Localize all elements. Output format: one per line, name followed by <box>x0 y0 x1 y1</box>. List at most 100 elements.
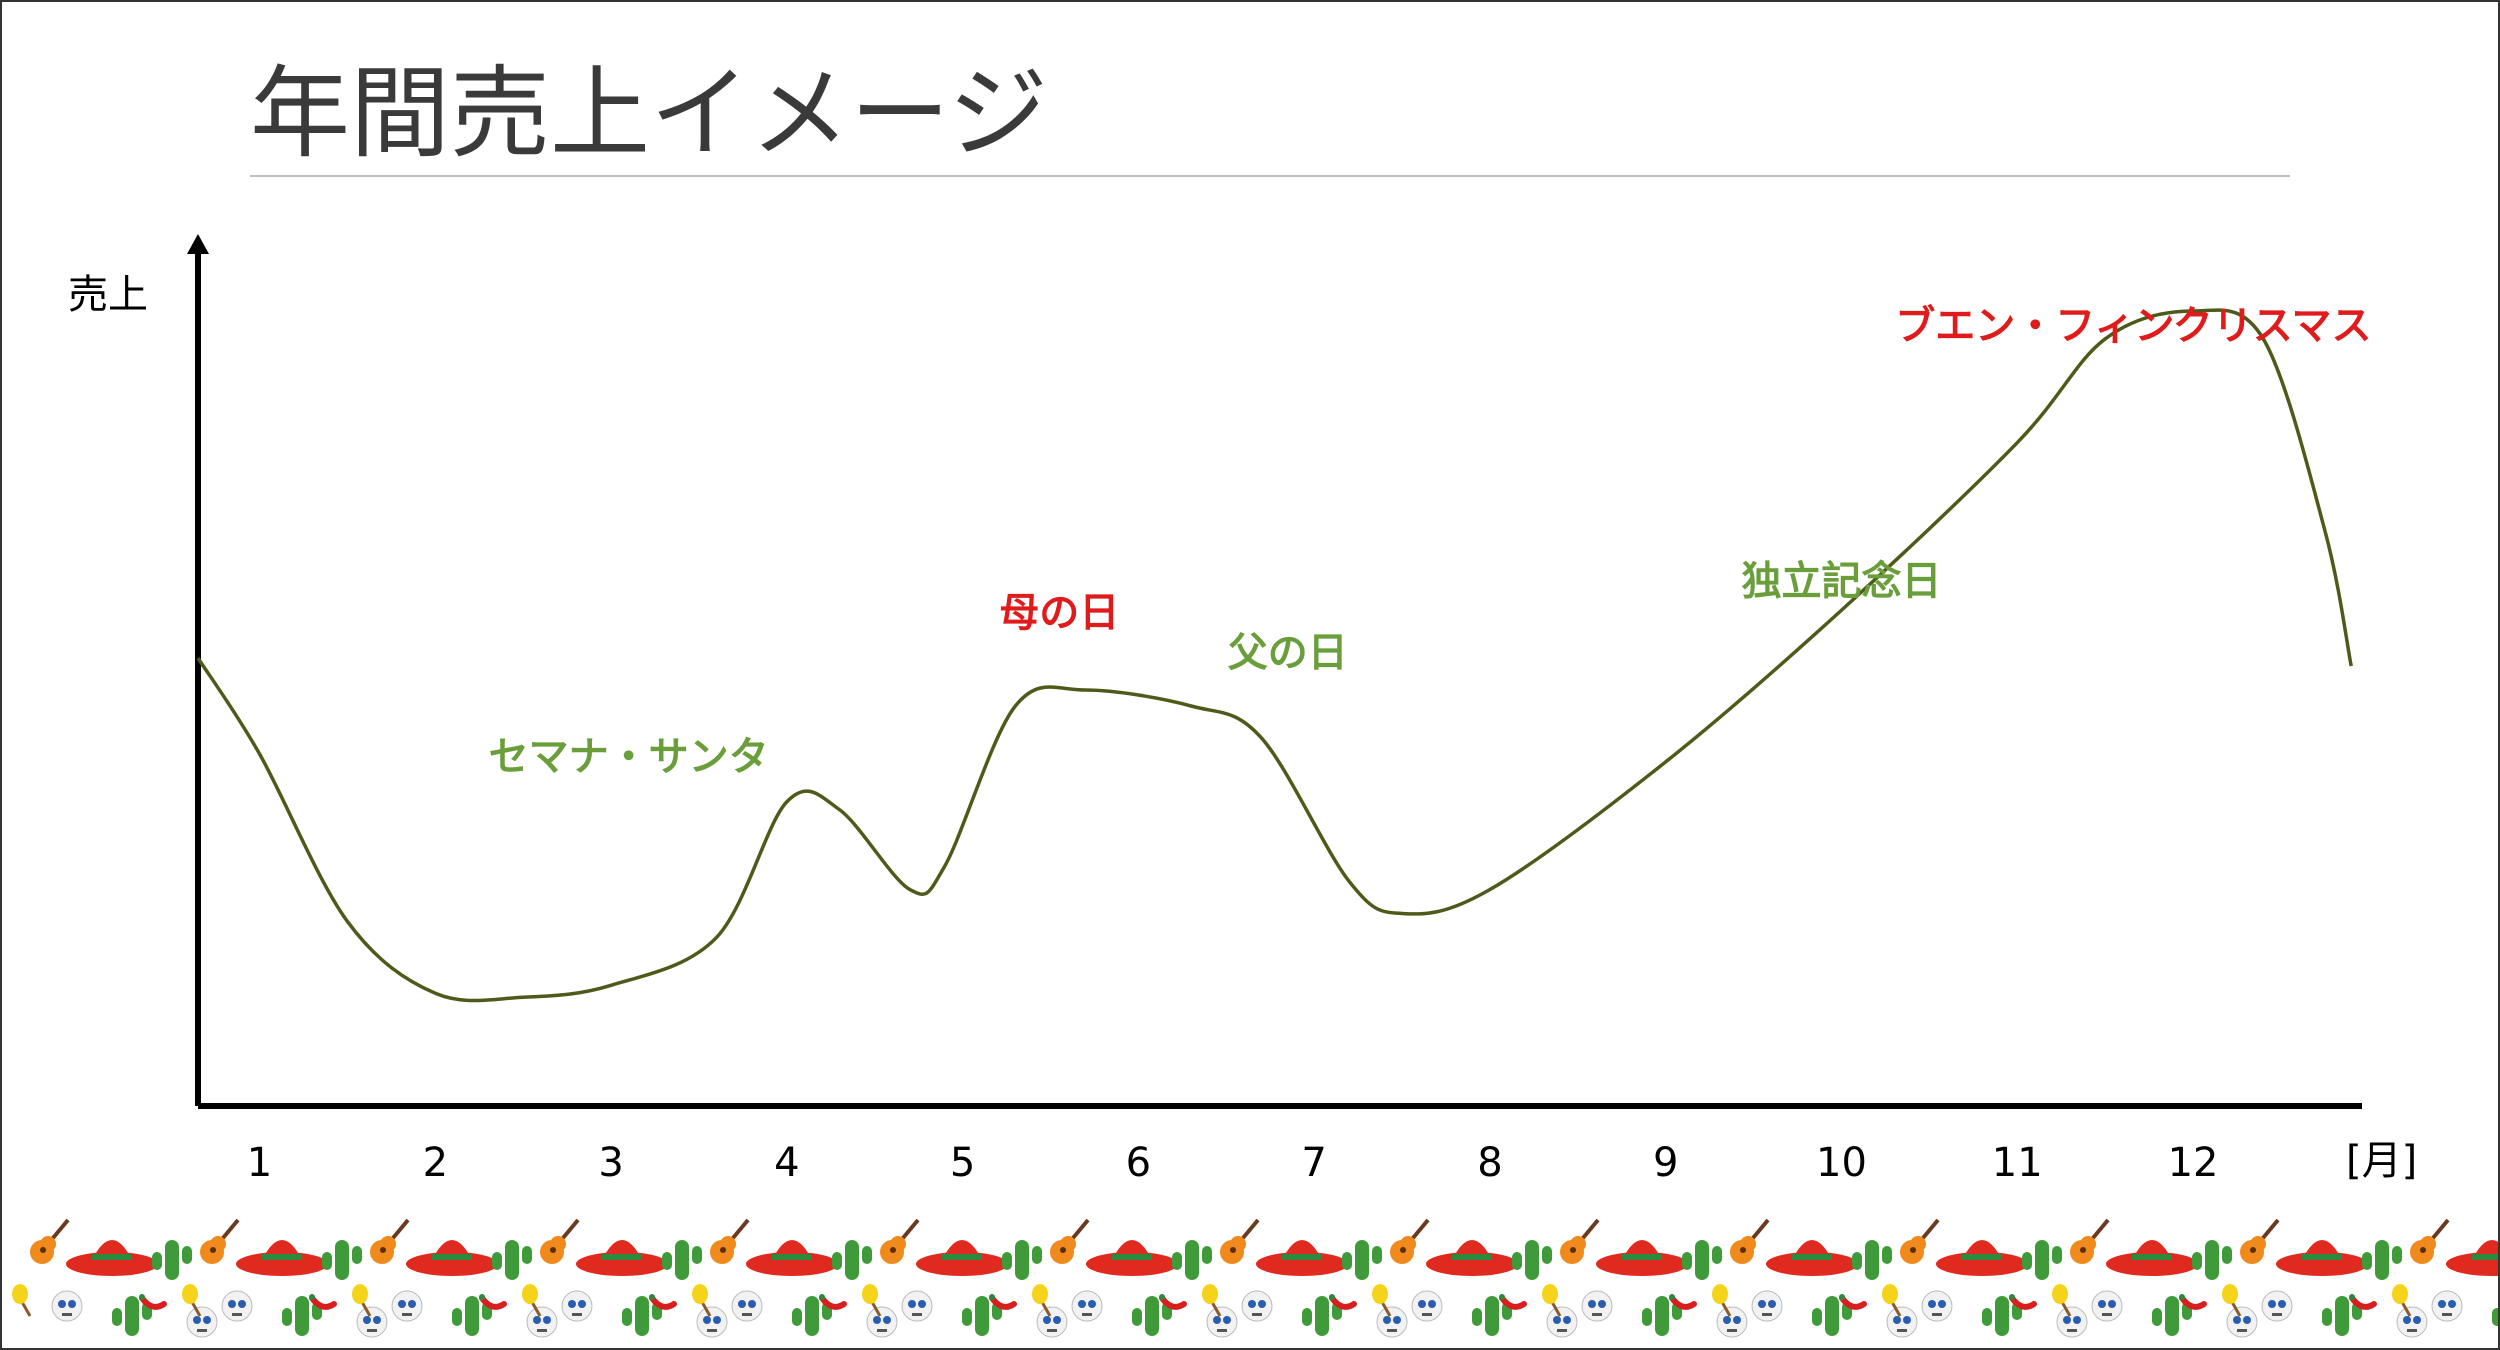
skull-icon <box>2226 1306 2258 1338</box>
sombrero-icon <box>1936 1240 2028 1276</box>
sombrero-icon <box>1086 1240 1178 1276</box>
sales-series <box>196 308 2353 1003</box>
guitar-icon <box>1390 1218 1430 1264</box>
x-tick-labels: 1 2 3 4 5 6 7 8 9 10 11 12 <box>247 1140 2219 1186</box>
cactus-icon <box>2152 1296 2192 1336</box>
maraca-icon <box>12 1284 32 1317</box>
cactus-icon <box>1812 1296 1852 1336</box>
cactus-icon <box>1172 1240 1212 1280</box>
y-axis-label: 売上 <box>68 272 148 318</box>
maraca-icon <box>692 1284 712 1317</box>
chili-icon <box>479 1294 507 1310</box>
skull-icon <box>901 1290 933 1322</box>
skull-icon <box>356 1306 388 1338</box>
x-tick-1: 1 <box>247 1140 272 1186</box>
skull-icon <box>561 1290 593 1322</box>
y-axis-arrowhead <box>187 234 209 254</box>
x-tick-12: 12 <box>2168 1140 2219 1186</box>
sombrero-icon <box>1256 1240 1348 1276</box>
chili-icon <box>1499 1294 1527 1310</box>
sombrero-icon <box>1596 1240 1688 1276</box>
x-tick-6: 6 <box>1126 1140 1151 1186</box>
skull-icon <box>2261 1290 2293 1322</box>
maraca-icon <box>1542 1284 1562 1317</box>
cactus-icon <box>1342 1240 1382 1280</box>
guitar-icon <box>1220 1218 1260 1264</box>
guitar-icon <box>2410 1218 2450 1264</box>
cactus-icon <box>2192 1240 2232 1280</box>
maraca-icon <box>2052 1284 2072 1317</box>
cactus-icon <box>1682 1240 1722 1280</box>
skull-icon <box>1241 1290 1273 1322</box>
x-tick-11: 11 <box>1992 1140 2043 1186</box>
maraca-icon <box>2392 1284 2412 1317</box>
cactus-icon <box>1472 1296 1512 1336</box>
cactus-icon <box>2492 1308 2498 1326</box>
skull-icon <box>221 1290 253 1322</box>
chili-icon <box>2179 1294 2207 1310</box>
cactus-icon <box>2022 1240 2062 1280</box>
guitar-icon <box>2240 1218 2280 1264</box>
chart-title: 年間売上イメージ <box>250 55 1048 172</box>
chili-icon <box>649 1294 677 1310</box>
sombrero-icon <box>916 1240 1008 1276</box>
chili-icon <box>1669 1294 1697 1310</box>
guitar-icon <box>1730 1218 1770 1264</box>
event-label-5: クリスマス <box>2173 303 2372 349</box>
skull-icon <box>2431 1290 2463 1322</box>
sombrero-icon <box>236 1240 328 1276</box>
chili-icon <box>2349 1294 2377 1310</box>
sombrero-icon <box>406 1240 498 1276</box>
skull-icon <box>1581 1290 1613 1322</box>
cactus-icon <box>1002 1240 1042 1280</box>
x-tick-3: 3 <box>598 1140 623 1186</box>
skull-icon <box>1921 1290 1953 1322</box>
event-label-2: 父の日 <box>1228 630 1348 676</box>
skull-icon <box>1206 1306 1238 1338</box>
guitar-icon <box>1050 1218 1090 1264</box>
chili-icon <box>1159 1294 1187 1310</box>
sombrero-icon <box>66 1240 158 1276</box>
x-tick-5: 5 <box>950 1140 975 1186</box>
skull-icon <box>696 1306 728 1338</box>
skull-icon <box>866 1306 898 1338</box>
event-label-0: セマナ・サンタ <box>489 734 769 780</box>
skull-icon <box>1036 1306 1068 1338</box>
x-tick-4: 4 <box>774 1140 799 1186</box>
skull-icon <box>2056 1306 2088 1338</box>
guitar-icon <box>200 1218 240 1264</box>
sombrero-icon <box>1766 1240 1858 1276</box>
skull-icon <box>1716 1306 1748 1338</box>
skull-icon <box>1071 1290 1103 1322</box>
guitar-icon <box>880 1218 920 1264</box>
x-axis-unit: [月] <box>2346 1138 2417 1184</box>
guitar-icon <box>710 1218 750 1264</box>
cactus-icon <box>492 1240 532 1280</box>
maraca-icon <box>1202 1284 1222 1317</box>
cactus-icon <box>832 1240 872 1280</box>
event-label-3: 独立記念日 <box>1741 558 1941 604</box>
sombrero-icon <box>576 1240 668 1276</box>
skull-icon <box>731 1290 763 1322</box>
maraca-icon <box>352 1284 372 1317</box>
cactus-icon <box>622 1296 662 1336</box>
sombrero-icon <box>2446 1240 2498 1276</box>
maraca-icon <box>862 1284 882 1317</box>
sombrero-icon <box>1426 1240 1518 1276</box>
skull-icon <box>1886 1306 1918 1338</box>
cactus-icon <box>322 1240 362 1280</box>
chili-icon <box>1329 1294 1357 1310</box>
cactus-icon <box>2362 1240 2402 1280</box>
cactus-icon <box>1852 1240 1892 1280</box>
x-tick-9: 9 <box>1653 1140 1678 1186</box>
skull-icon <box>2091 1290 2123 1322</box>
axes <box>187 234 2362 1109</box>
chili-icon <box>819 1294 847 1310</box>
skull-icon <box>1411 1290 1443 1322</box>
maraca-icon <box>1372 1284 1392 1317</box>
skull-icon <box>526 1306 558 1338</box>
guitar-icon <box>1900 1218 1940 1264</box>
x-tick-2: 2 <box>423 1140 448 1186</box>
